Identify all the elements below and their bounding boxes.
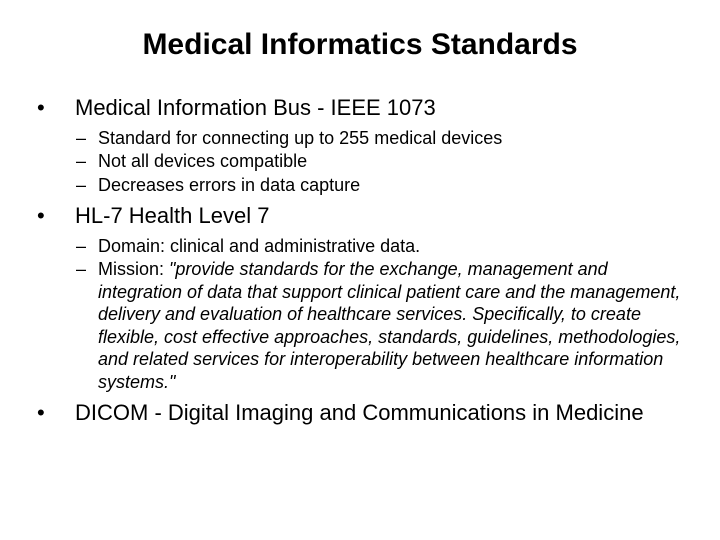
bullet-item-2: • HL-7 Health Level 7 – Domain: clinical… — [35, 202, 685, 393]
slide-title: Medical Informatics Standards — [65, 28, 655, 62]
dash-marker: – — [35, 235, 98, 258]
bullet-text: DICOM - Digital Imaging and Communicatio… — [75, 399, 685, 428]
sub-bullet-list: – Domain: clinical and administrative da… — [35, 235, 685, 394]
sub-bullet-item: – Domain: clinical and administrative da… — [35, 235, 685, 258]
bullet-list: • Medical Information Bus - IEEE 1073 – … — [35, 94, 685, 428]
bullet-text: HL-7 Health Level 7 — [75, 202, 685, 231]
sub-bullet-item: – Decreases errors in data capture — [35, 174, 685, 197]
sub-bullet-text: Standard for connecting up to 255 medica… — [98, 127, 685, 150]
dash-marker: – — [35, 174, 98, 197]
sub-bullet-text: Decreases errors in data capture — [98, 174, 685, 197]
sub-bullet-list: – Standard for connecting up to 255 medi… — [35, 127, 685, 197]
sub-bullet-text: Mission: "provide standards for the exch… — [98, 258, 685, 393]
sub-bullet-text: Domain: clinical and administrative data… — [98, 235, 685, 258]
bullet-marker: • — [35, 94, 75, 123]
sub-bullet-item: – Mission: "provide standards for the ex… — [35, 258, 685, 393]
sub-bullet-item: – Standard for connecting up to 255 medi… — [35, 127, 685, 150]
mission-quote: "provide standards for the exchange, man… — [98, 259, 680, 392]
sub-bullet-item: – Not all devices compatible — [35, 150, 685, 173]
dash-marker: – — [35, 258, 98, 281]
sub-bullet-text: Not all devices compatible — [98, 150, 685, 173]
bullet-item-1: • Medical Information Bus - IEEE 1073 – … — [35, 94, 685, 196]
dash-marker: – — [35, 127, 98, 150]
bullet-text: Medical Information Bus - IEEE 1073 — [75, 94, 685, 123]
bullet-marker: • — [35, 202, 75, 231]
bullet-marker: • — [35, 399, 75, 428]
bullet-item-3: • DICOM - Digital Imaging and Communicat… — [35, 399, 685, 428]
dash-marker: – — [35, 150, 98, 173]
